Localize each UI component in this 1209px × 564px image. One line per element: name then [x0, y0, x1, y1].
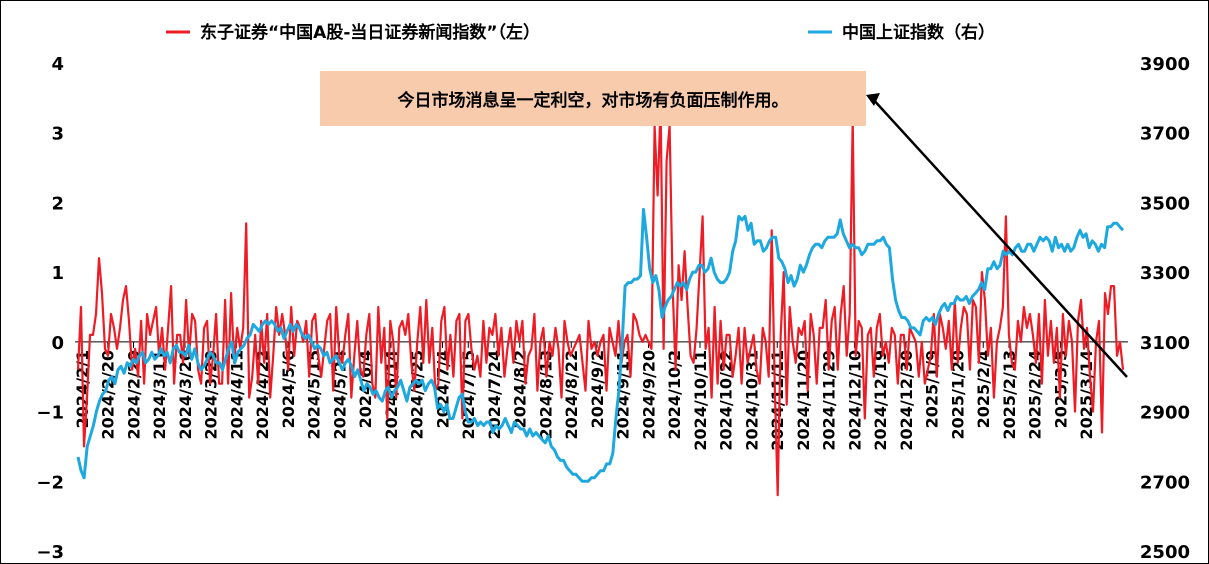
x-tick-label: 2024/9/20 [640, 350, 659, 440]
x-tick-label: 2024/5/24 [331, 350, 350, 440]
x-tick-label: 2024/12/30 [897, 350, 916, 451]
legend-label-shanghai-index: 中国上证指数（右） [842, 22, 995, 43]
x-tick-label: 2024/10/31 [743, 350, 762, 451]
x-tick-label: 2024/10/11 [691, 350, 710, 451]
y-left-tick-label: −2 [36, 472, 64, 493]
y-left-tick-label: 1 [51, 263, 64, 284]
x-tick-label: 2025/2/4 [974, 350, 993, 428]
x-tick-label: 2024/11/11 [768, 350, 787, 451]
series-line-shanghai-index [76, 207, 1125, 483]
annotation-text: 今日市场消息呈一定利空，对市场有负面压制作用。 [398, 90, 789, 111]
x-tick-label: 2024/11/20 [794, 350, 813, 451]
x-tick-label: 2024/12/10 [846, 350, 865, 451]
x-tick-label: 2024/2/20 [99, 350, 118, 440]
y-left-tick-label: −1 [36, 403, 64, 424]
y-left-tick-label: −3 [36, 542, 64, 563]
y-left-tick-label: 3 [51, 124, 64, 145]
legend-label-news-index: 东子证券“中国A股-当日证券新闻指数”（左） [200, 22, 540, 43]
annotation-arrow-line [870, 96, 1128, 378]
annotation-arrow-head [866, 93, 880, 106]
y-right-tick-label: 2700 [1140, 472, 1190, 493]
y-left-tick-label: 2 [51, 193, 64, 214]
x-tick-label: 2024/7/24 [485, 350, 504, 440]
y-right-tick-label: 3300 [1140, 263, 1190, 284]
x-tick-label: 2024/8/22 [562, 350, 581, 440]
x-tick-label: 2024/10/22 [717, 350, 736, 451]
x-tick-label: 2025/2/24 [1026, 350, 1045, 440]
y-right-tick-label: 3100 [1140, 333, 1190, 354]
x-tick-label: 2025/2/13 [1000, 350, 1019, 440]
x-tick-label: 2025/3/14 [1077, 350, 1096, 440]
y-axis-right-ticks: 3900 3700 3500 3300 3100 2900 2700 2500 [1140, 54, 1190, 563]
x-tick-label: 2025/1/20 [949, 350, 968, 440]
annotation-box [320, 71, 866, 126]
legend: 东子证券“中国A股-当日证券新闻指数”（左） 中国上证指数（右） [166, 22, 995, 43]
x-tick-label: 2024/12/19 [871, 350, 890, 451]
x-tick-label: 2024/3/11 [150, 350, 169, 440]
y-left-tick-label: 4 [51, 54, 64, 75]
x-tick-label: 2024/4/11 [228, 350, 247, 440]
y-axis-left-ticks: 4 3 2 1 0 −1 −2 −3 [36, 54, 64, 563]
y-right-tick-label: 3500 [1140, 193, 1190, 214]
x-tick-label: 2024/9/2 [588, 350, 607, 428]
series-line-news-index [76, 103, 1125, 497]
x-tick-label: 2024/10/2 [665, 350, 684, 440]
x-tick-label: 2024/9/11 [614, 350, 633, 440]
x-tick-label: 2024/5/6 [279, 350, 298, 428]
y-right-tick-label: 2900 [1140, 403, 1190, 424]
x-tick-label: 2024/3/29 [202, 350, 221, 440]
x-tick-label: 2024/3/20 [176, 350, 195, 440]
y-left-tick-label: 0 [51, 333, 64, 354]
x-tick-label: 2025/1/9 [923, 350, 942, 428]
annotation: 今日市场消息呈一定利空，对市场有负面压制作用。 [320, 71, 1128, 378]
x-tick-label: 2024/8/13 [537, 350, 556, 440]
y-right-tick-label: 2500 [1140, 542, 1190, 563]
x-tick-label: 2024/11/29 [820, 350, 839, 451]
y-right-tick-label: 3900 [1140, 54, 1190, 75]
y-right-tick-label: 3700 [1140, 124, 1190, 145]
